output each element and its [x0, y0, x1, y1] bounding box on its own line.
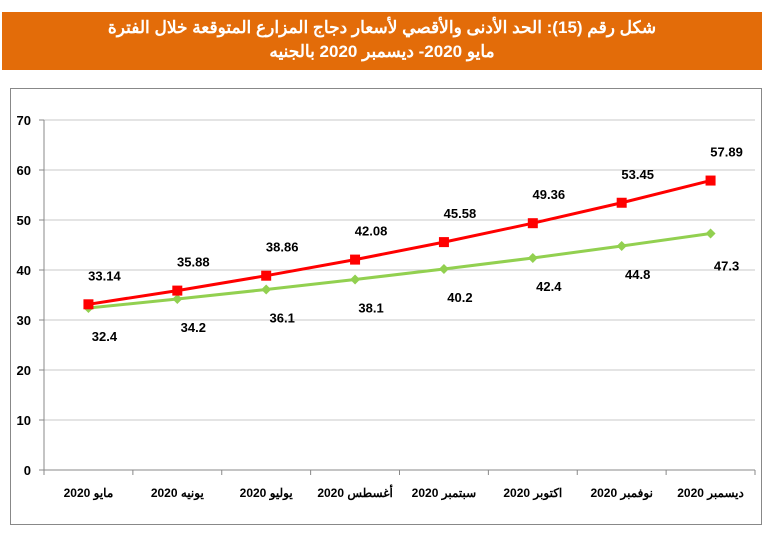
y-tick-label: 0	[24, 463, 31, 478]
x-tick-label: سبتمبر 2020	[412, 486, 477, 501]
data-label: 42.4	[536, 279, 562, 294]
data-point-marker	[172, 294, 183, 304]
data-label: 38.1	[358, 301, 383, 316]
data-point-marker	[438, 264, 449, 274]
data-label: 49.36	[533, 187, 566, 202]
data-label: 53.45	[621, 167, 654, 182]
y-tick-label: 30	[17, 313, 31, 328]
data-point-marker	[172, 285, 183, 296]
x-tick-label: ديسمبر 2020	[677, 486, 744, 501]
y-tick-label: 10	[17, 413, 31, 428]
data-point-marker	[527, 218, 538, 229]
data-label: 42.08	[355, 224, 388, 239]
y-tick-label: 60	[17, 163, 31, 178]
data-point-marker	[527, 253, 538, 263]
series-line	[88, 232, 711, 310]
data-label: 57.89	[710, 145, 743, 160]
chart-frame	[10, 88, 762, 525]
x-tick-label: اكتوبر 2020	[503, 486, 562, 501]
data-label: 35.88	[177, 255, 210, 270]
data-point-marker	[261, 270, 272, 281]
x-tick-label: يوليو 2020	[240, 486, 294, 501]
data-label: 34.2	[181, 320, 206, 335]
data-label: 40.2	[447, 290, 472, 305]
data-point-marker	[705, 175, 716, 186]
title-line-1: شكل رقم (15): الحد الأدنى والأقصي لأسعار…	[107, 18, 657, 37]
x-tick-label: يونيه 2020	[151, 486, 205, 501]
y-tick-label: 20	[17, 363, 31, 378]
data-point-marker	[705, 228, 716, 239]
data-label: 38.86	[266, 240, 299, 255]
chart-title: شكل رقم (15): الحد الأدنى والأقصي لأسعار…	[2, 12, 762, 70]
data-label: 33.14	[88, 268, 121, 283]
x-tick-label: أغسطس 2020	[317, 485, 393, 501]
data-label: 32.4	[92, 329, 118, 344]
x-tick-label: نوفمبر 2020	[590, 486, 653, 501]
x-tick-label: مايو 2020	[64, 486, 114, 501]
data-label: 45.58	[444, 206, 477, 221]
y-tick-label: 50	[17, 213, 31, 228]
data-label: 47.3	[714, 259, 739, 274]
data-point-marker	[261, 284, 272, 295]
y-tick-label: 40	[17, 263, 31, 278]
data-label: 36.1	[270, 311, 295, 326]
data-point-marker	[350, 254, 361, 265]
data-point-marker	[350, 274, 361, 285]
title-line-2: مايو 2020- ديسمبر 2020 بالجنيه	[269, 42, 495, 61]
data-point-marker	[616, 197, 627, 208]
y-tick-label: 70	[17, 113, 31, 128]
data-point-marker	[438, 237, 449, 248]
series-line	[88, 179, 711, 306]
data-point-marker	[83, 299, 94, 310]
data-point-marker	[616, 241, 627, 251]
data-label: 44.8	[625, 267, 650, 282]
